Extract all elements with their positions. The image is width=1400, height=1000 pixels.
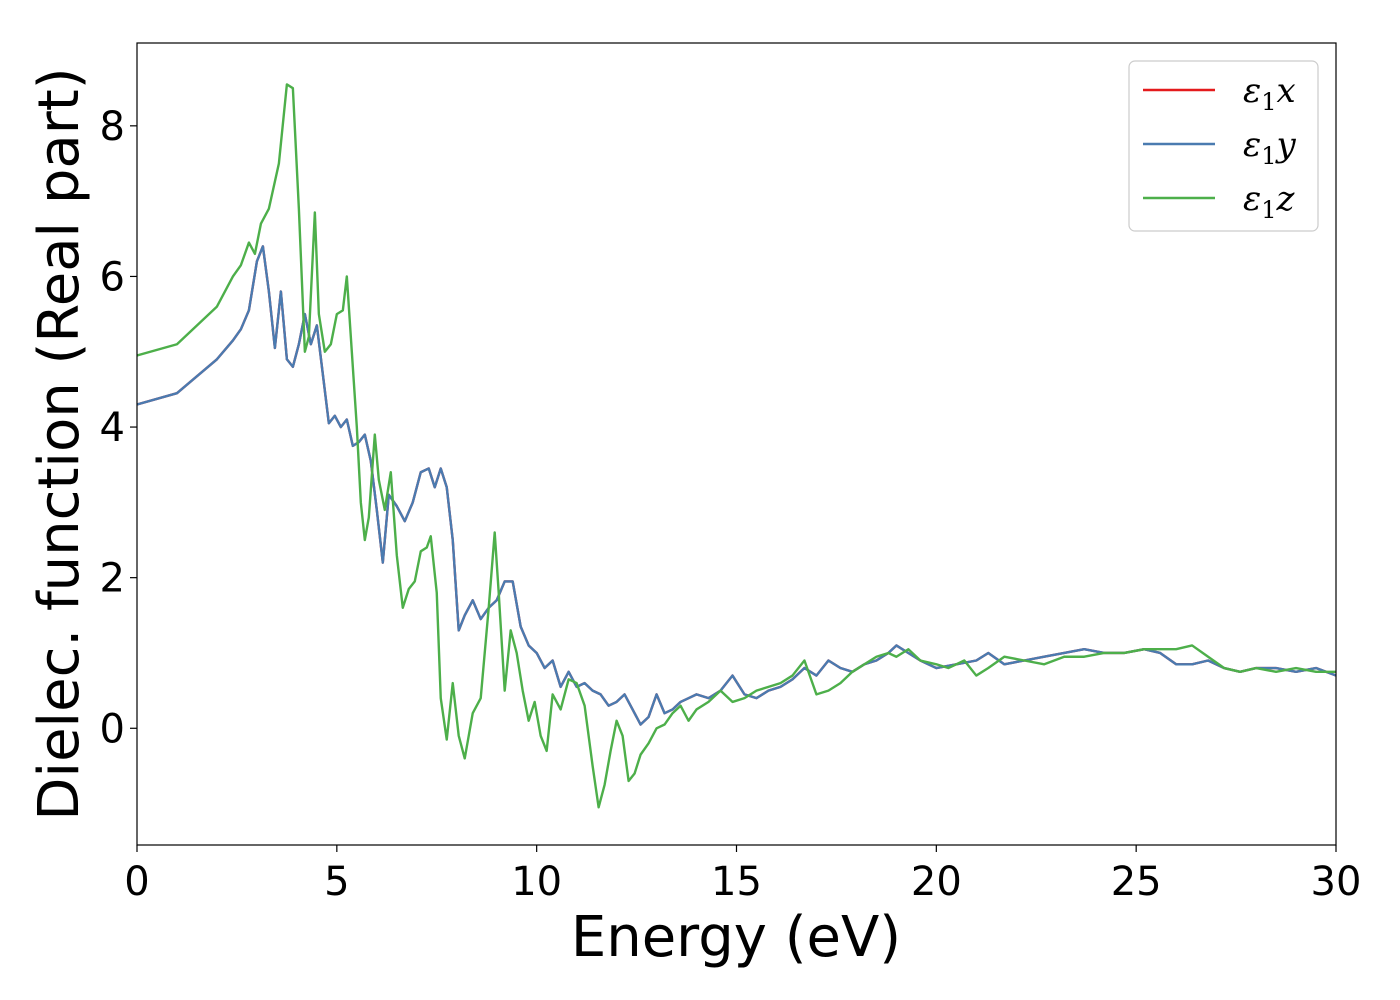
legend-axis-letter: z bbox=[1276, 179, 1296, 219]
legend-subscript: 1 bbox=[1261, 142, 1276, 170]
y-tick-label: 2 bbox=[100, 556, 125, 602]
y-axis-title: Dielec. function (Real part) bbox=[27, 67, 92, 820]
y-tick-label: 0 bbox=[100, 706, 125, 752]
x-tick-label: 20 bbox=[911, 859, 962, 905]
legend-symbol: ε bbox=[1243, 125, 1261, 165]
x-tick-label: 10 bbox=[511, 859, 562, 905]
y-tick-label: 4 bbox=[100, 405, 125, 451]
legend-axis-letter: y bbox=[1275, 125, 1297, 165]
legend-label-y: ε1y bbox=[1243, 125, 1297, 170]
legend-subscript: 1 bbox=[1261, 196, 1276, 224]
legend-symbol: ε bbox=[1243, 71, 1261, 111]
legend-axis-letter: x bbox=[1277, 71, 1296, 111]
series-line-z bbox=[137, 83, 1336, 809]
x-tick-label: 5 bbox=[324, 859, 349, 905]
legend-label-x: ε1x bbox=[1243, 71, 1296, 116]
legend-subscript: 1 bbox=[1261, 88, 1276, 116]
x-tick-label: 30 bbox=[1311, 859, 1362, 905]
legend-symbol: ε bbox=[1243, 179, 1261, 219]
series-layer bbox=[137, 83, 1336, 809]
legend-label-z: ε1z bbox=[1243, 179, 1296, 224]
y-tick-label: 8 bbox=[100, 104, 125, 150]
legend-box bbox=[1128, 60, 1319, 232]
y-axis: 0 2 4 6 8 bbox=[100, 104, 137, 752]
x-axis-title: Energy (eV) bbox=[571, 905, 901, 970]
x-axis: 0 5 10 15 20 25 30 bbox=[124, 845, 1361, 905]
x-tick-label: 0 bbox=[124, 859, 149, 905]
y-tick-label: 6 bbox=[100, 254, 125, 300]
x-tick-label: 25 bbox=[1111, 859, 1162, 905]
x-tick-label: 15 bbox=[711, 859, 762, 905]
